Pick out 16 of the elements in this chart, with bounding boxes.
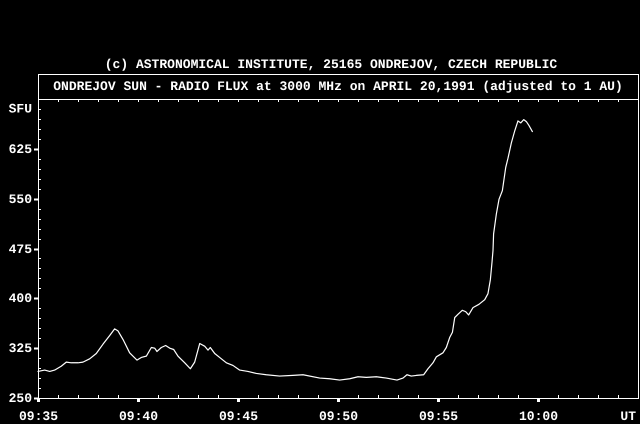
x-tick-label: 10:00 xyxy=(518,409,558,424)
y-axis-title: SFU xyxy=(8,102,32,116)
text: (c) ASTRONOMICAL INSTITUTE, 25165 ONDREJOV, CZECH REPUBLIC xyxy=(104,57,558,72)
x-tick-label: 09:55 xyxy=(418,409,458,424)
x-axis-title: UT xyxy=(620,409,636,424)
chart-title: ONDREJOV SUN - RADIO FLUX at 3000 MHz on APRIL 20,1991 (adjusted to 1 AU) xyxy=(53,79,623,94)
y-tick-label: 475 xyxy=(8,242,32,257)
y-tick-label: 400 xyxy=(8,291,32,306)
y-tick-label: 550 xyxy=(8,192,32,207)
y-tick-label: 325 xyxy=(8,341,32,356)
x-tick-label: 09:50 xyxy=(318,409,358,424)
y-tick-label: 625 xyxy=(8,142,32,157)
x-tick-label: 09:35 xyxy=(18,409,58,424)
x-tick-label: 09:45 xyxy=(218,409,258,424)
x-tick-label: 09:40 xyxy=(118,409,158,424)
y-tick-label: 250 xyxy=(8,391,32,406)
